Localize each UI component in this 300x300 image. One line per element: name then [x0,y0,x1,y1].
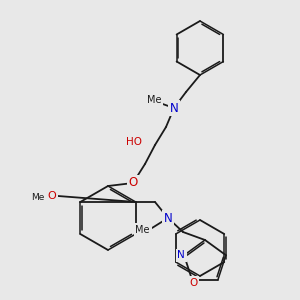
Text: Me: Me [31,194,44,202]
Text: O: O [47,191,56,201]
Text: O: O [189,278,197,288]
Text: N: N [169,101,178,115]
Text: O: O [128,176,138,190]
Text: N: N [177,250,185,260]
Text: HO: HO [126,137,142,147]
Text: Me: Me [136,225,150,235]
Text: N: N [164,212,172,224]
Text: Me: Me [147,95,161,105]
